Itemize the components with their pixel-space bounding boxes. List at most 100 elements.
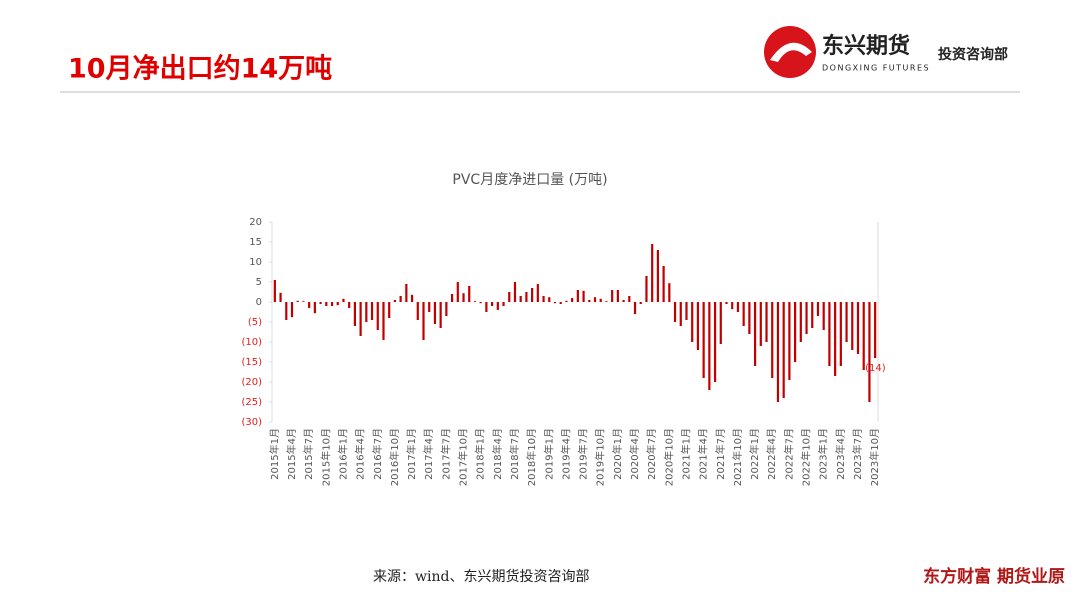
bar bbox=[491, 302, 494, 306]
bar bbox=[513, 282, 517, 302]
bar bbox=[679, 302, 682, 326]
bar bbox=[633, 302, 637, 314]
x-tick-label: 2016年4月 bbox=[354, 428, 367, 480]
x-tick-label: 2020年7月 bbox=[645, 428, 658, 480]
bar bbox=[485, 302, 488, 312]
bar bbox=[731, 302, 734, 310]
bar bbox=[450, 294, 454, 302]
x-tick-label: 2015年10月 bbox=[319, 428, 332, 486]
bar bbox=[308, 302, 311, 308]
y-tick-label: 20 bbox=[249, 217, 262, 228]
x-tick-label: 2022年4月 bbox=[765, 428, 778, 480]
x-tick-label: 2017年10月 bbox=[457, 428, 470, 486]
bar bbox=[588, 300, 591, 302]
bar bbox=[285, 302, 288, 320]
logo-name: 东兴期货 bbox=[822, 33, 910, 59]
bar bbox=[388, 302, 391, 318]
bar bbox=[622, 300, 625, 302]
bar bbox=[313, 302, 316, 314]
y-tick-label: (25) bbox=[241, 397, 262, 408]
y-tick-label: 15 bbox=[249, 237, 262, 248]
bar bbox=[502, 302, 505, 306]
bar bbox=[319, 302, 322, 304]
x-tick-label: 2018年10月 bbox=[525, 428, 538, 486]
bar bbox=[279, 292, 282, 302]
bar bbox=[559, 302, 562, 304]
bar bbox=[862, 302, 865, 370]
bar bbox=[742, 302, 745, 326]
bar bbox=[845, 302, 848, 342]
x-tick-label: 2018年7月 bbox=[508, 428, 521, 480]
source-note: 来源：wind、东兴期货投资咨询部 bbox=[373, 568, 589, 585]
bar bbox=[382, 302, 385, 340]
bar bbox=[542, 296, 545, 302]
bar bbox=[439, 302, 442, 328]
x-tick-label: 2019年1月 bbox=[542, 428, 555, 480]
x-tick-label: 2018年4月 bbox=[491, 428, 504, 480]
slide-title: 10月净出口约14万吨 bbox=[68, 54, 332, 85]
bar bbox=[496, 302, 499, 310]
watermark: 东方财富 期货业原 bbox=[923, 566, 1065, 587]
bar bbox=[376, 302, 379, 330]
y-tick-label: 5 bbox=[256, 277, 262, 288]
bar bbox=[519, 296, 522, 302]
logo-swoosh bbox=[770, 42, 812, 62]
bar bbox=[611, 290, 614, 302]
bar bbox=[868, 302, 871, 402]
y-tick-label: (30) bbox=[241, 417, 262, 428]
bar bbox=[428, 302, 431, 312]
bar bbox=[651, 244, 654, 302]
bar bbox=[399, 296, 402, 302]
bar bbox=[839, 302, 842, 366]
x-tick-label: 2016年7月 bbox=[371, 428, 384, 480]
bar bbox=[811, 302, 814, 328]
bar bbox=[628, 296, 631, 302]
bar bbox=[816, 302, 820, 316]
bar bbox=[330, 302, 334, 306]
x-tick-label: 2019年4月 bbox=[559, 428, 572, 480]
x-tick-label: 2023年7月 bbox=[851, 428, 864, 480]
bar bbox=[462, 293, 465, 302]
bar bbox=[713, 302, 717, 382]
bar bbox=[525, 292, 528, 302]
bar bbox=[765, 302, 768, 342]
bar bbox=[353, 302, 356, 326]
x-tick-label: 2023年1月 bbox=[817, 428, 830, 480]
data-label: (14) bbox=[865, 363, 886, 374]
x-tick-label: 2021年7月 bbox=[714, 428, 727, 480]
bar bbox=[605, 301, 608, 302]
x-tick-label: 2017年4月 bbox=[422, 428, 435, 480]
bar bbox=[616, 290, 619, 302]
bar bbox=[290, 302, 294, 318]
bar bbox=[433, 302, 437, 324]
bar bbox=[685, 302, 688, 320]
bar bbox=[342, 298, 345, 302]
x-tick-label: 2019年10月 bbox=[594, 428, 607, 486]
bar bbox=[582, 290, 585, 302]
logo-mark bbox=[764, 26, 816, 78]
x-tick-label: 2023年10月 bbox=[868, 428, 881, 486]
x-tick-label: 2017年7月 bbox=[439, 428, 452, 480]
bar bbox=[805, 302, 808, 334]
bar bbox=[405, 284, 408, 302]
x-tick-label: 2022年1月 bbox=[748, 428, 761, 480]
x-tick-label: 2016年10月 bbox=[388, 428, 401, 486]
bar bbox=[548, 297, 551, 302]
x-tick-label: 2019年7月 bbox=[577, 428, 590, 480]
bar bbox=[639, 302, 642, 304]
bar bbox=[822, 302, 825, 330]
bar bbox=[456, 282, 459, 302]
x-tick-label: 2015年4月 bbox=[285, 428, 298, 480]
bar bbox=[851, 302, 854, 350]
bar bbox=[468, 286, 471, 302]
x-tick-label: 2020年10月 bbox=[662, 428, 675, 486]
bar bbox=[874, 302, 877, 358]
x-tick-label: 2015年7月 bbox=[302, 428, 315, 480]
x-tick-label: 2020年1月 bbox=[611, 428, 624, 480]
y-tick-label: 0 bbox=[256, 297, 262, 308]
bar bbox=[794, 302, 797, 362]
bar bbox=[753, 302, 757, 366]
bar bbox=[799, 302, 802, 342]
bar bbox=[296, 300, 299, 302]
